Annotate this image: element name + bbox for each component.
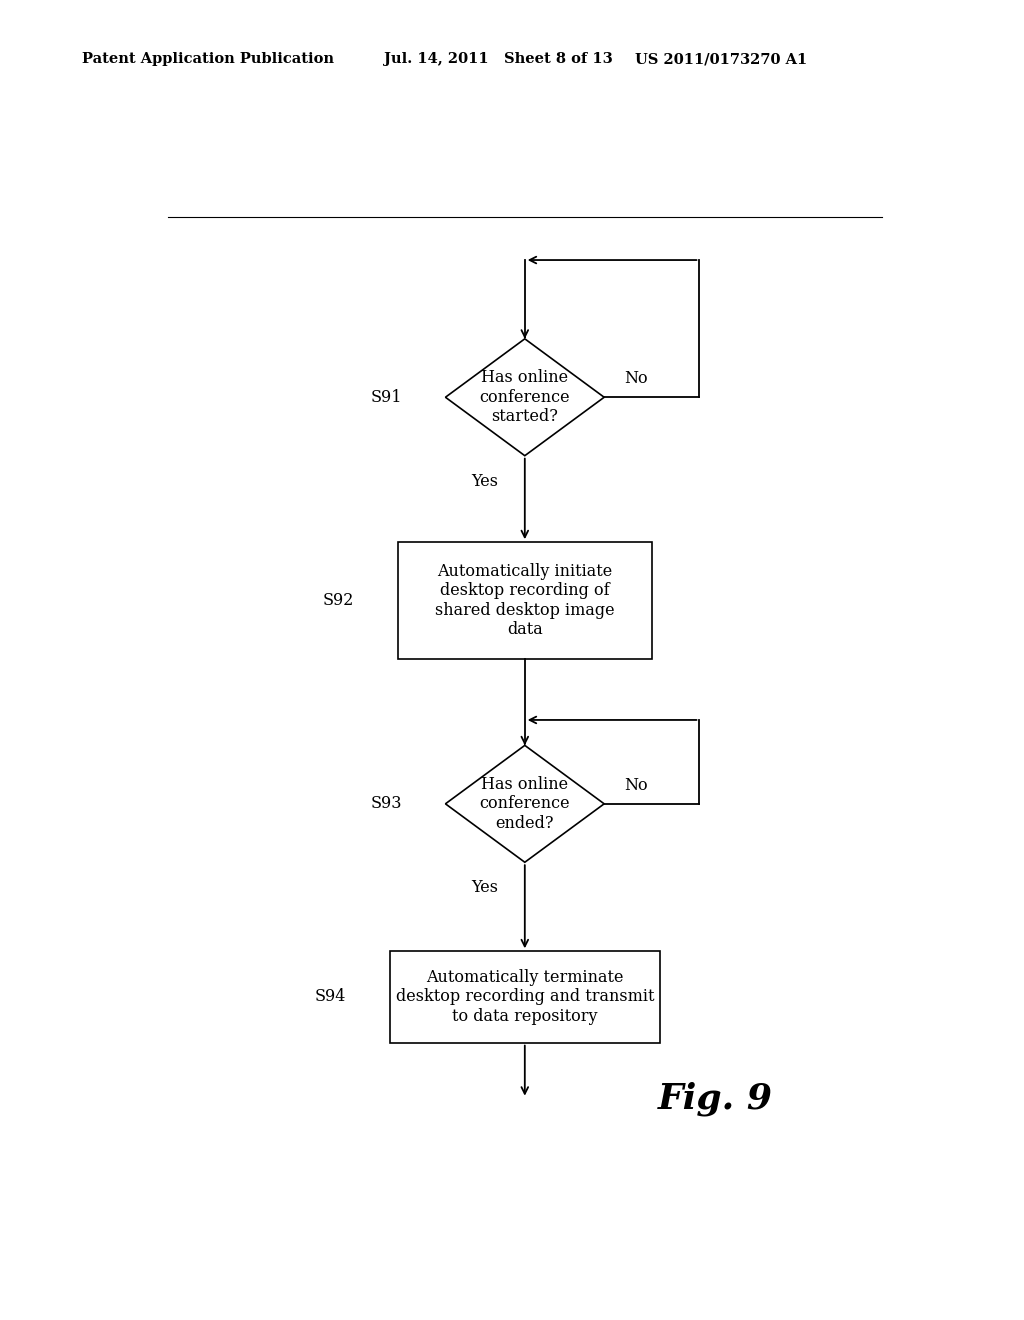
Text: US 2011/0173270 A1: US 2011/0173270 A1 <box>635 53 807 66</box>
Text: No: No <box>624 777 648 795</box>
Text: No: No <box>624 371 648 388</box>
Text: Has online
conference
started?: Has online conference started? <box>479 370 570 425</box>
Text: S93: S93 <box>370 796 401 812</box>
Text: Jul. 14, 2011   Sheet 8 of 13: Jul. 14, 2011 Sheet 8 of 13 <box>384 53 612 66</box>
Text: Patent Application Publication: Patent Application Publication <box>82 53 334 66</box>
Text: S94: S94 <box>314 989 346 1006</box>
Text: Automatically initiate
desktop recording of
shared desktop image
data: Automatically initiate desktop recording… <box>435 562 614 639</box>
Text: Yes: Yes <box>472 473 499 490</box>
Text: Automatically terminate
desktop recording and transmit
to data repository: Automatically terminate desktop recordin… <box>395 969 654 1026</box>
Text: Fig. 9: Fig. 9 <box>657 1081 773 1115</box>
Text: S92: S92 <box>323 593 354 609</box>
Text: S91: S91 <box>370 389 401 405</box>
Text: Yes: Yes <box>472 879 499 896</box>
Text: Has online
conference
ended?: Has online conference ended? <box>479 776 570 832</box>
